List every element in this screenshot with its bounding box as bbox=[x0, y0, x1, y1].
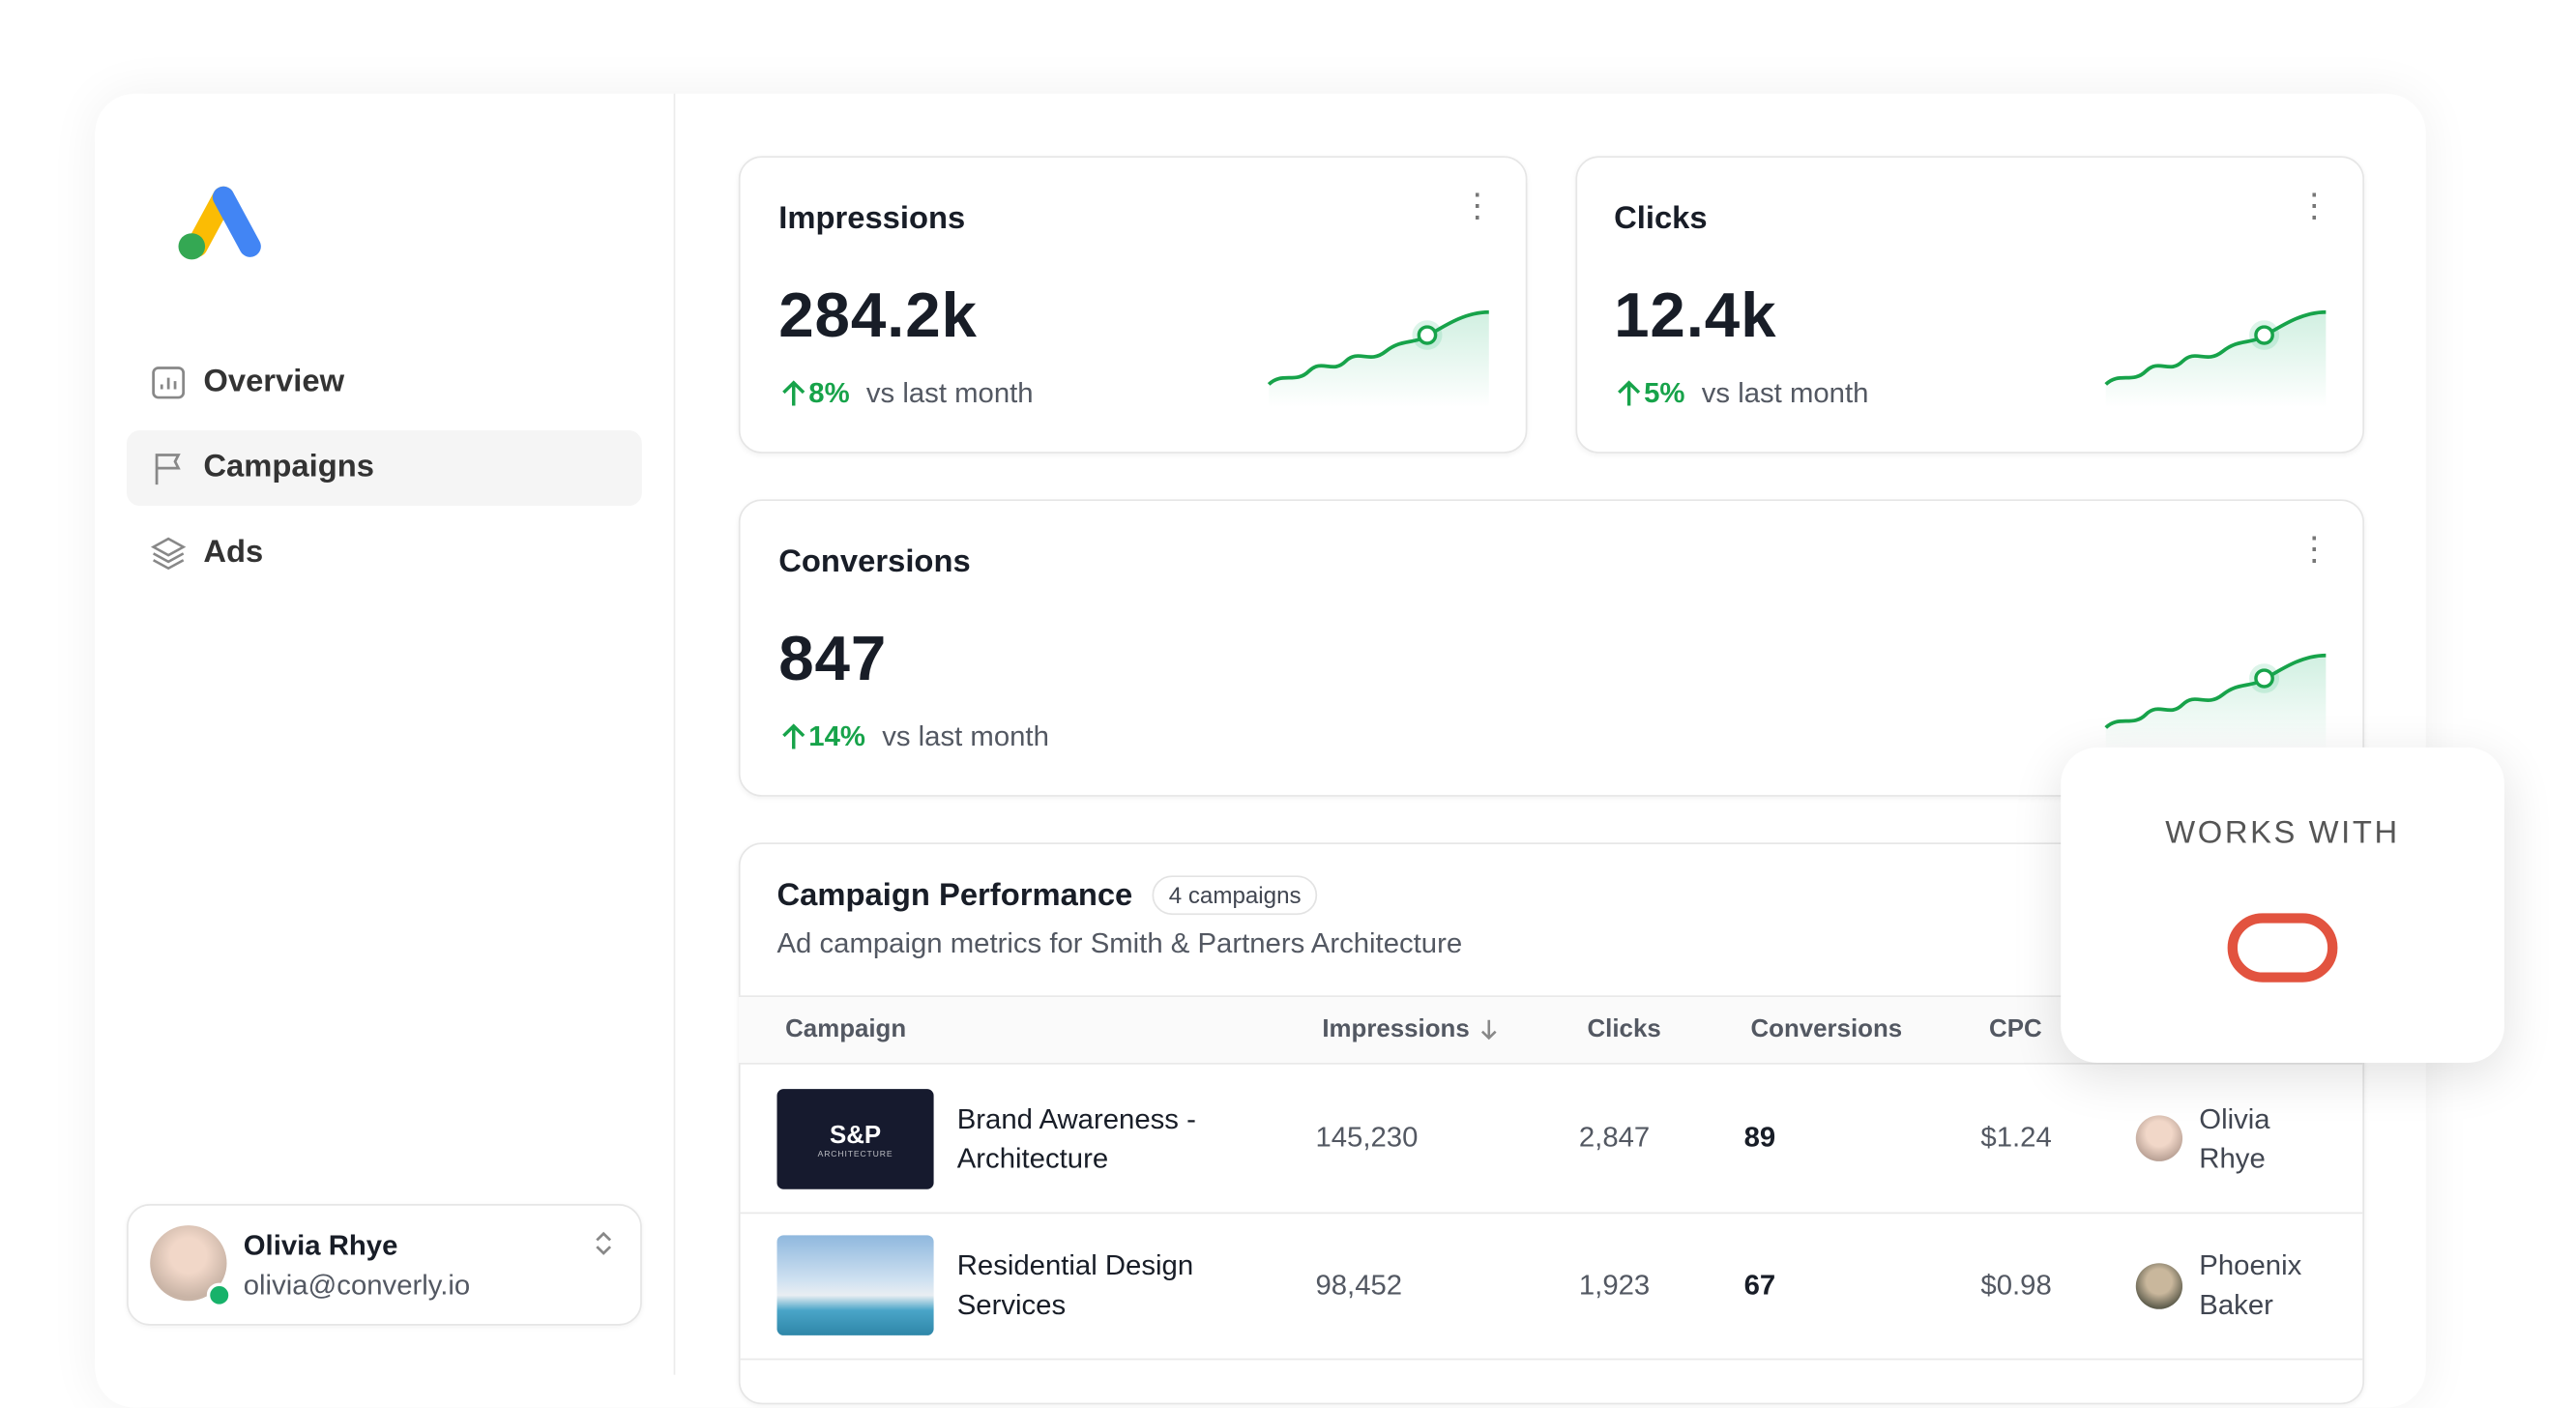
change-value: 5% bbox=[1644, 377, 1685, 409]
stat-change: 14% vs last month bbox=[778, 721, 1049, 754]
nav-icon bbox=[150, 537, 187, 571]
change-label: vs last month bbox=[1701, 377, 1869, 409]
cell-conversions: 67 bbox=[1743, 1269, 1776, 1302]
column-header: CPC bbox=[1989, 1014, 2042, 1043]
cell-cpc: $1.24 bbox=[1980, 1122, 2052, 1154]
works-with-label: WORKS WITH bbox=[2165, 816, 2400, 851]
status-dot bbox=[206, 1282, 232, 1308]
stat-card: Impressions ⋮ 284.2k 8% vs last month bbox=[738, 156, 1528, 454]
menu-dots[interactable]: ⋮ bbox=[1460, 189, 1494, 225]
table-title: Campaign Performance bbox=[776, 878, 1133, 914]
owner-avatar bbox=[2135, 1115, 2183, 1161]
column-header: Campaign bbox=[785, 1014, 907, 1043]
user-card[interactable]: Olivia Rhye olivia@converly.io bbox=[127, 1204, 642, 1326]
sparkline bbox=[2104, 653, 2327, 751]
owner-name: Phoenix Baker bbox=[2199, 1249, 2302, 1321]
nav-label: Ads bbox=[203, 535, 264, 571]
nav-icon bbox=[155, 454, 181, 485]
up-arrow bbox=[782, 723, 805, 749]
screen: Overview Campaigns Ads Olivia Rhye olivi… bbox=[127, 93, 2504, 1405]
user-name: Olivia Rhye bbox=[243, 1230, 398, 1262]
owner-avatar bbox=[2135, 1263, 2183, 1309]
nav-item-active[interactable]: Campaigns bbox=[127, 430, 642, 507]
thumb-subtext: ARCHITECTURE bbox=[817, 1149, 893, 1160]
stat-title: Clicks bbox=[1614, 201, 1708, 237]
change-value: 14% bbox=[808, 720, 865, 752]
cell-clicks: 1,923 bbox=[1578, 1269, 1651, 1302]
up-arrow bbox=[1618, 380, 1641, 406]
campaign-name: Residential Design Services bbox=[956, 1249, 1194, 1321]
stat-card: Clicks ⋮ 12.4k 5% vs last month bbox=[1575, 156, 2365, 454]
cell-clicks: 2,847 bbox=[1578, 1122, 1651, 1154]
nav-item[interactable]: Overview bbox=[127, 345, 642, 421]
cell-conversions: 89 bbox=[1743, 1122, 1776, 1154]
partner-logo bbox=[2227, 913, 2338, 983]
menu-dots[interactable]: ⋮ bbox=[2298, 189, 2331, 225]
owner-name: Olivia Rhye bbox=[2199, 1103, 2270, 1175]
row-divider bbox=[738, 1358, 2363, 1361]
nav-item[interactable]: Ads bbox=[127, 515, 642, 591]
user-email: olivia@converly.io bbox=[243, 1269, 471, 1302]
nav-label: Campaigns bbox=[203, 450, 374, 485]
nav-icon bbox=[152, 367, 186, 399]
column-label: Impressions bbox=[1322, 1014, 1470, 1043]
stat-title: Conversions bbox=[778, 544, 971, 580]
change-label: vs last month bbox=[865, 377, 1034, 409]
column-header: Conversions bbox=[1750, 1014, 1903, 1043]
campaign-thumbnail: S&P ARCHITECTURE bbox=[776, 1089, 934, 1189]
change-value: 8% bbox=[808, 377, 850, 409]
works-with-card: WORKS WITH bbox=[2061, 747, 2504, 1063]
sparkline bbox=[2104, 309, 2327, 408]
thumb-text: S&P bbox=[829, 1122, 882, 1150]
column-header[interactable]: Impressions bbox=[1322, 995, 1503, 1064]
stat-value: 847 bbox=[778, 626, 888, 695]
logo bbox=[178, 186, 261, 260]
stat-value: 12.4k bbox=[1614, 282, 1777, 352]
sparkline bbox=[1267, 309, 1489, 408]
stat-title: Impressions bbox=[778, 201, 966, 237]
stat-value: 284.2k bbox=[778, 282, 978, 352]
change-label: vs last month bbox=[882, 720, 1049, 752]
stat-change: 8% vs last month bbox=[778, 377, 1034, 411]
up-arrow bbox=[782, 380, 805, 406]
stat-card: Conversions ⋮ 847 14% vs last month bbox=[738, 499, 2365, 797]
chevrons bbox=[596, 1231, 612, 1255]
stat-change: 5% vs last month bbox=[1614, 378, 1868, 411]
column-header: Clicks bbox=[1587, 1014, 1661, 1043]
count-badge: 4 campaigns bbox=[1152, 875, 1318, 916]
campaign-thumbnail bbox=[776, 1235, 934, 1335]
sidebar-divider bbox=[673, 93, 676, 1375]
menu-dots[interactable]: ⋮ bbox=[2298, 532, 2331, 569]
page: Overview Campaigns Ads Olivia Rhye olivi… bbox=[127, 93, 2504, 1405]
cell-cpc: $0.98 bbox=[1980, 1269, 2052, 1302]
table-subtitle: Ad campaign metrics for Smith & Partners… bbox=[776, 927, 1463, 959]
campaign-name: Brand Awareness - Architecture bbox=[956, 1103, 1196, 1175]
row-divider bbox=[738, 1212, 2363, 1215]
sort-arrow bbox=[1481, 1019, 1498, 1041]
nav-label: Overview bbox=[203, 365, 345, 399]
cell-impressions: 145,230 bbox=[1315, 1122, 1419, 1154]
cell-impressions: 98,452 bbox=[1315, 1269, 1403, 1302]
